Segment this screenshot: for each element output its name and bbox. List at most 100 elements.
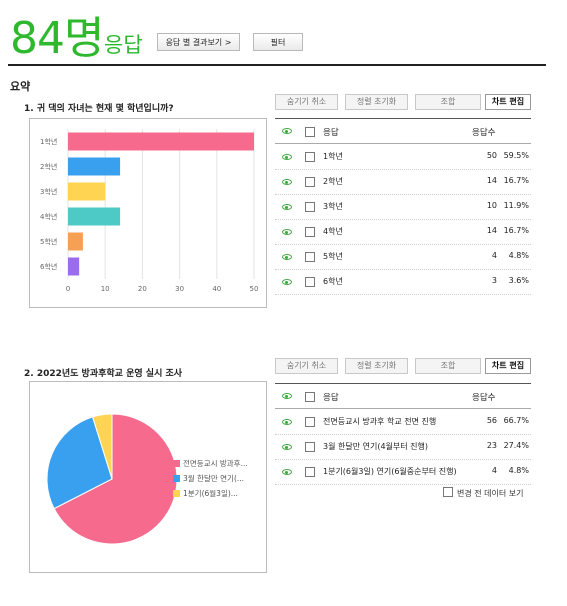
response-label: 3학년 [323, 202, 343, 211]
table-row[interactable]: 1학년 50 59.5% [275, 144, 531, 170]
table-row[interactable]: 1분기(6월3일) 연기(6월중순부터 진행) 4 4.8% [275, 459, 531, 485]
row-checkbox[interactable] [305, 252, 315, 262]
response-percent: 16.7% [503, 226, 529, 235]
eye-icon[interactable] [282, 128, 292, 134]
row-checkbox[interactable] [305, 152, 315, 162]
table-row[interactable]: 6학년 3 3.6% [275, 269, 531, 295]
reset-sort-button-q2[interactable]: 정렬 초기화 [345, 358, 408, 374]
x-tick-label: 0 [65, 285, 71, 293]
legend-swatch [173, 475, 180, 482]
row-checkbox[interactable] [305, 442, 315, 452]
y-category-label: 4학년 [40, 212, 58, 221]
hide-cancel-button-q1[interactable]: 숨기기 취소 [275, 94, 338, 110]
filter-button[interactable]: 필터 [253, 33, 303, 51]
eye-icon[interactable] [282, 419, 292, 425]
q1-bar-chart-svg [67, 129, 255, 279]
show-before-change-toggle[interactable]: 변경 전 데이터 보기 [443, 487, 524, 499]
response-percent: 4.8% [508, 466, 529, 475]
legend-swatch [173, 490, 180, 497]
response-count-suffix: 응답 [104, 33, 143, 57]
header-divider [8, 64, 546, 66]
select-all-checkbox[interactable] [305, 127, 315, 137]
question-1-title: 1. 귀 댁의 자녀는 현재 몇 학년입니까? [24, 104, 174, 114]
x-tick-label: 20 [137, 285, 147, 293]
question-2-title: 2. 2022년도 방과후학교 운영 실시 조사 [24, 369, 183, 379]
pie-slice [46, 416, 113, 510]
response-percent: 27.4% [503, 441, 529, 450]
combine-button-q2[interactable]: 조합 [415, 358, 481, 374]
response-label: 4학년 [323, 227, 343, 236]
q2-pie-chart: 전면등교시 방과후... 3월 한달만 연기(... 1분기(6월3일)... [29, 381, 267, 573]
response-count: 3 [491, 276, 497, 285]
eye-icon[interactable] [282, 279, 292, 285]
response-percent: 3.6% [508, 276, 529, 285]
q2-table-header: 응답 응답수 [275, 384, 531, 409]
y-category-label: 6학년 [40, 262, 58, 271]
table-row[interactable]: 3월 한달만 연기(4월부터 진행) 23 27.4% [275, 434, 531, 460]
row-checkbox[interactable] [305, 227, 315, 237]
hide-cancel-button-q2[interactable]: 숨기기 취소 [275, 358, 338, 374]
view-by-response-button[interactable]: 응답 별 결과보기 > [157, 33, 240, 51]
show-before-change-label: 변경 전 데이터 보기 [457, 489, 524, 498]
y-category-label: 5학년 [40, 237, 58, 246]
eye-icon[interactable] [282, 444, 292, 450]
row-checkbox[interactable] [305, 202, 315, 212]
response-percent: 16.7% [503, 176, 529, 185]
legend-swatch [173, 460, 180, 467]
bar [68, 257, 80, 276]
eye-icon[interactable] [282, 469, 292, 475]
x-tick-label: 30 [175, 285, 185, 293]
q1-response-table: 응답 응답수 1학년 50 59.5% 2학년 14 16.7% 3학년 10 11.9% 4학년… [275, 118, 531, 296]
legend-label: 전면등교시 방과후... [183, 459, 248, 468]
pie-slice [53, 413, 178, 545]
response-label: 6학년 [323, 277, 343, 286]
response-count: 50 [486, 151, 497, 160]
summary-heading: 요약 [10, 80, 31, 93]
table-row[interactable]: 전면등교시 방과후 학교 전면 진행 56 66.7% [275, 409, 531, 435]
edit-chart-button-q1[interactable]: 차트 편집 [485, 94, 531, 110]
response-count: 14 [486, 226, 497, 235]
q1-bar-chart: 0 10 20 30 40 50 1학년 2학년 3학년 4학년 5학년 6학년 [29, 118, 267, 308]
show-before-change-checkbox[interactable] [443, 487, 453, 497]
response-percent: 11.9% [503, 201, 529, 210]
select-all-checkbox[interactable] [305, 392, 315, 402]
eye-icon[interactable] [282, 393, 292, 399]
eye-icon[interactable] [282, 229, 292, 235]
edit-chart-button-q2[interactable]: 차트 편집 [485, 358, 531, 374]
response-count: 56 [486, 416, 497, 425]
y-category-label: 3학년 [40, 187, 58, 196]
eye-icon[interactable] [282, 204, 292, 210]
count-column-header: 응답수 [472, 128, 496, 138]
row-checkbox[interactable] [305, 277, 315, 287]
row-checkbox[interactable] [305, 467, 315, 477]
response-column-header: 응답 [323, 393, 339, 403]
response-percent: 4.8% [508, 251, 529, 260]
table-row[interactable]: 4학년 14 16.7% [275, 219, 531, 245]
eye-icon[interactable] [282, 254, 292, 260]
table-row[interactable]: 3학년 10 11.9% [275, 194, 531, 220]
response-label: 전면등교시 방과후 학교 전면 진행 [323, 417, 437, 426]
response-count: 4 [491, 466, 497, 475]
eye-icon[interactable] [282, 179, 292, 185]
response-count: 4 [491, 251, 497, 260]
row-checkbox[interactable] [305, 417, 315, 427]
x-tick-label: 10 [100, 285, 110, 293]
q2-response-table: 응답 응답수 전면등교시 방과후 학교 전면 진행 56 66.7% 3월 한달만 연… [275, 383, 531, 485]
q1-table-header: 응답 응답수 [275, 119, 531, 144]
y-category-label: 1학년 [40, 137, 58, 146]
legend-label: 1분기(6월3일)... [183, 489, 238, 498]
combine-button-q1[interactable]: 조합 [415, 94, 481, 110]
q2-pie-chart-svg [46, 413, 178, 545]
row-checkbox[interactable] [305, 177, 315, 187]
eye-icon[interactable] [282, 154, 292, 160]
response-label: 1분기(6월3일) 연기(6월중순부터 진행) [323, 467, 457, 476]
table-row[interactable]: 5학년 4 4.8% [275, 244, 531, 270]
bar [68, 157, 121, 176]
bar [68, 132, 254, 151]
table-row[interactable]: 2학년 14 16.7% [275, 169, 531, 195]
response-percent: 59.5% [503, 151, 529, 160]
bar [68, 207, 121, 226]
reset-sort-button-q1[interactable]: 정렬 초기화 [345, 94, 408, 110]
bar [68, 182, 106, 201]
bar [68, 232, 83, 251]
